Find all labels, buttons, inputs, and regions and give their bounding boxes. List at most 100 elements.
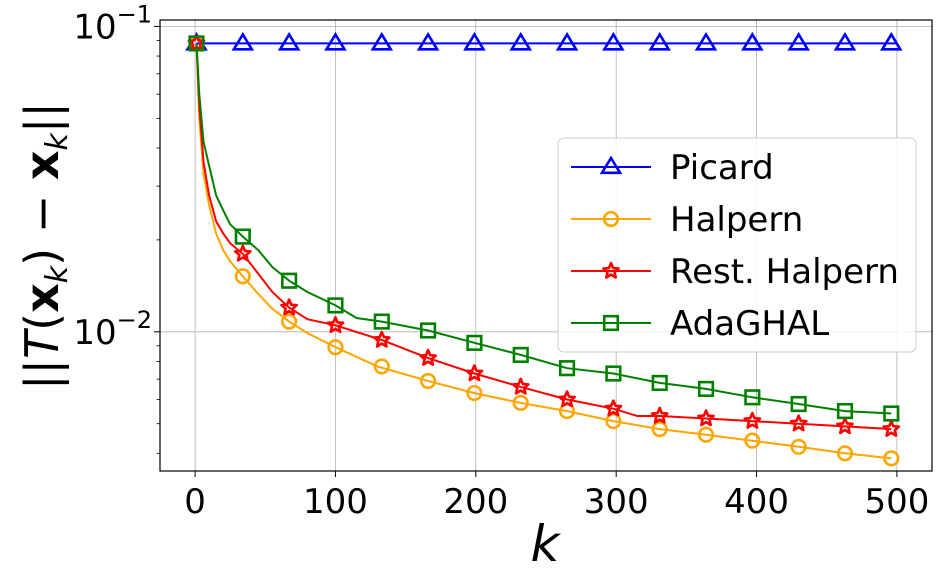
- data-point-picard: [555, 31, 579, 51]
- data-point-picard: [509, 31, 533, 51]
- data-point-adaghal: [836, 402, 854, 420]
- data-point-picard: [370, 31, 394, 51]
- y-label-vector-x: x: [15, 283, 69, 313]
- data-point-rest-halpern: [558, 390, 576, 408]
- legend-marker-picard: [599, 155, 623, 175]
- legend-item-rest-halpern: Rest. Halpern: [571, 252, 899, 292]
- data-point-picard: [231, 31, 255, 51]
- data-point-adaghal: [234, 228, 251, 245]
- data-point-halpern: [373, 358, 390, 375]
- legend-label-picard: Picard: [670, 148, 774, 188]
- data-point-picard: [694, 31, 718, 51]
- data-point-rest-halpern: [650, 406, 669, 424]
- data-point-picard: [833, 31, 857, 51]
- series-adaghal: [188, 35, 900, 422]
- data-point-adaghal: [373, 313, 390, 330]
- data-point-adaghal: [790, 395, 807, 413]
- data-point-halpern: [327, 339, 344, 356]
- legend-marker-adaghal: [602, 314, 620, 332]
- y-label-subscript-k-2: k: [40, 131, 75, 150]
- data-point-picard: [277, 31, 301, 51]
- legend-marker-rest-halpern: [602, 261, 620, 279]
- x-tick-label: 300: [584, 482, 649, 522]
- legend-box: [557, 137, 917, 353]
- data-point-rest-halpern: [836, 417, 854, 435]
- x-tick-label: 0: [184, 482, 206, 522]
- data-point-picard: [648, 31, 672, 51]
- data-point-rest-halpern: [280, 298, 299, 316]
- legend-item-adaghal: AdaGHAL: [571, 304, 829, 344]
- legend-label-adaghal: AdaGHAL: [670, 304, 829, 344]
- x-axis-label: k: [531, 515, 562, 573]
- y-tick-exponent: −1: [117, 0, 152, 28]
- legend-marker-halpern: [602, 210, 620, 228]
- x-tick-label: 500: [864, 482, 929, 522]
- y-label-close-paren: ) −: [15, 180, 69, 266]
- plot-series: [185, 31, 903, 467]
- x-tick-label: 200: [443, 482, 508, 522]
- legend-label-rest-halpern: Rest. Halpern: [670, 252, 899, 292]
- data-point-adaghal: [744, 389, 761, 406]
- data-point-halpern: [512, 394, 529, 411]
- series-halpern: [188, 35, 900, 467]
- data-point-rest-halpern: [419, 348, 438, 366]
- data-point-rest-halpern: [511, 377, 530, 395]
- series-line-rest-halpern: [195, 43, 892, 431]
- legend: Picard Halpern Rest. Halpern AdaGHAL: [557, 137, 917, 353]
- data-point-adaghal: [281, 272, 298, 289]
- data-point-adaghal: [697, 380, 715, 398]
- y-label-vector-x-2: x: [15, 150, 69, 180]
- y-label-close-norm: ||: [15, 102, 70, 133]
- data-point-picard: [324, 31, 347, 51]
- data-point-adaghal: [188, 35, 205, 52]
- y-tick-exponent: −2: [117, 306, 152, 334]
- x-tick-label: 100: [303, 482, 368, 522]
- data-point-picard: [463, 31, 486, 51]
- data-point-picard: [787, 31, 810, 51]
- y-tick-label: 10−2: [73, 306, 152, 353]
- data-point-adaghal: [558, 360, 576, 377]
- y-label-open-norm: ||: [15, 359, 70, 390]
- data-point-rest-halpern: [743, 411, 762, 429]
- data-point-halpern: [466, 384, 483, 402]
- data-point-adaghal: [327, 297, 344, 314]
- data-point-rest-halpern: [604, 399, 623, 417]
- data-point-halpern: [281, 313, 298, 330]
- data-point-rest-halpern: [372, 330, 391, 348]
- data-point-picard: [741, 31, 764, 51]
- y-tick-mantissa: 10: [73, 7, 116, 47]
- y-tick-mantissa: 10: [73, 313, 116, 353]
- data-point-halpern: [419, 372, 437, 390]
- data-point-adaghal: [419, 322, 437, 339]
- y-label-open-paren: (: [15, 313, 69, 331]
- x-tick-label: 400: [724, 482, 789, 522]
- data-point-rest-halpern: [789, 414, 808, 432]
- y-label-operator: T: [15, 327, 69, 359]
- data-point-adaghal: [512, 346, 529, 364]
- data-point-rest-halpern: [697, 409, 715, 427]
- data-point-adaghal: [883, 405, 900, 422]
- data-point-halpern: [744, 432, 761, 449]
- data-point-rest-halpern: [465, 364, 484, 382]
- legend-label-halpern: Halpern: [670, 200, 803, 240]
- data-point-adaghal: [651, 374, 668, 392]
- y-axis-label: ||T(xk) − xk||: [15, 102, 75, 390]
- series-picard: [185, 31, 903, 51]
- data-point-rest-halpern: [233, 244, 252, 262]
- data-point-halpern: [234, 268, 251, 285]
- y-label-subscript-k: k: [40, 264, 75, 283]
- legend-item-picard: Picard: [571, 148, 774, 188]
- legend-item-halpern: Halpern: [571, 200, 803, 240]
- data-point-halpern: [836, 445, 854, 462]
- data-point-picard: [879, 31, 903, 51]
- data-point-halpern: [651, 421, 668, 438]
- data-point-halpern: [697, 426, 715, 443]
- data-point-adaghal: [466, 334, 483, 351]
- series-rest-halpern: [187, 34, 901, 437]
- y-tick-label: 10−1: [73, 0, 152, 47]
- data-point-picard: [602, 31, 625, 51]
- data-point-halpern: [883, 450, 900, 467]
- data-point-picard: [416, 31, 440, 51]
- data-point-adaghal: [605, 365, 622, 382]
